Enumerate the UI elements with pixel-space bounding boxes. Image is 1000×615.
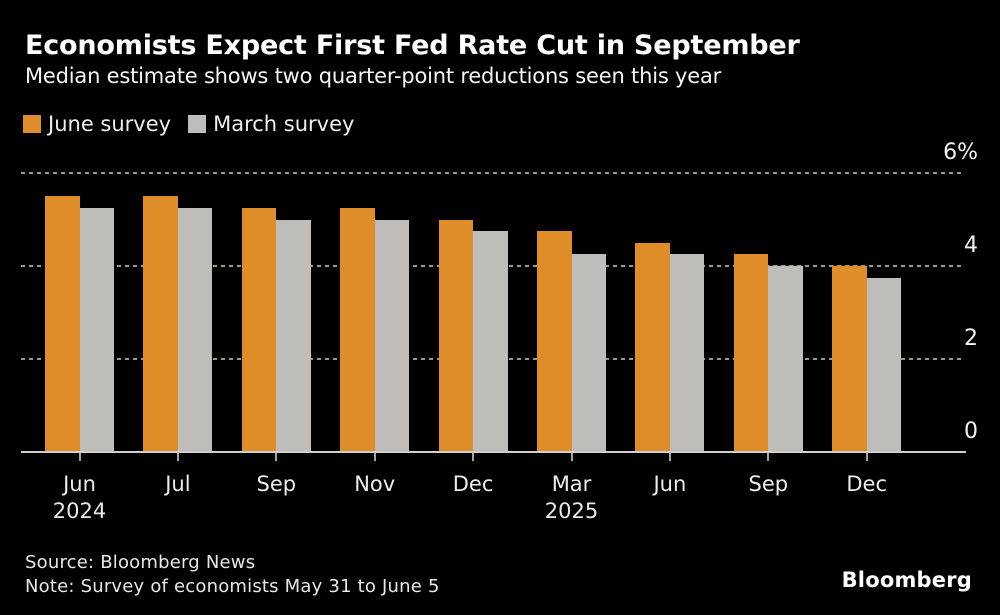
x-axis-tick-8 — [865, 452, 868, 461]
x-axis-tick-3 — [373, 452, 376, 461]
bar-june-survey-nov-3 — [340, 207, 375, 452]
x-axis-label-sep-2: Sep — [256, 472, 297, 496]
bar-june-survey-jun-0 — [45, 196, 80, 452]
x-axis-tick-7 — [767, 452, 770, 461]
x-axis-label-dec-8: Dec — [846, 472, 887, 496]
legend-swatch-june-icon — [23, 115, 41, 133]
x-axis-tick-5 — [570, 452, 573, 461]
legend: June survey March survey — [23, 112, 354, 136]
x-axis-label-mar-5: Mar — [551, 472, 592, 496]
y-axis-label-4: 4 — [964, 233, 978, 258]
x-axis-label-jun-6: Jun — [653, 472, 687, 496]
bar-march-survey-nov-3 — [374, 219, 410, 452]
x-axis-label-sep-7: Sep — [748, 472, 789, 496]
y-axis-label-2: 2 — [964, 326, 978, 351]
x-axis-label-jun-0: Jun — [63, 472, 96, 496]
y-axis-label-6: 6% — [943, 140, 978, 165]
x-axis-tick-4 — [472, 452, 475, 461]
source-text: Source: Bloomberg News — [25, 552, 256, 573]
note-text: Note: Survey of economists May 31 to Jun… — [25, 576, 440, 597]
bar-march-survey-jul-1 — [177, 207, 213, 452]
x-axis-tick-6 — [668, 452, 671, 461]
bar-march-survey-jun-0 — [79, 207, 114, 452]
bar-march-survey-dec-4 — [473, 231, 508, 452]
x-axis-tick-0 — [78, 452, 81, 461]
bar-march-survey-sep-2 — [276, 219, 311, 452]
chart-title: Economists Expect First Fed Rate Cut in … — [25, 30, 800, 61]
x-axis-year-label-2024: 2024 — [52, 499, 107, 523]
legend-item-june-survey: June survey — [23, 112, 171, 136]
x-axis-baseline — [21, 451, 966, 453]
x-axis-year-label-2025: 2025 — [544, 499, 599, 523]
bloomberg-logo: Bloomberg — [841, 568, 972, 592]
bar-march-survey-sep-7 — [768, 266, 803, 452]
chart-subtitle: Median estimate shows two quarter-point … — [25, 64, 722, 88]
legend-label-june: June survey — [48, 112, 172, 136]
bar-march-survey-jun-6 — [669, 254, 705, 452]
legend-swatch-march-icon — [188, 115, 207, 133]
bar-march-survey-mar-5 — [571, 254, 606, 452]
x-axis-label-dec-4: Dec — [452, 472, 494, 496]
bar-june-survey-jun-6 — [635, 242, 670, 452]
x-axis-label-jul-1: Jul — [165, 472, 191, 496]
legend-label-march: March survey — [213, 112, 355, 136]
bar-june-survey-sep-2 — [241, 207, 277, 452]
legend-item-march-survey: March survey — [188, 112, 354, 136]
gridline-6 — [21, 172, 964, 174]
bar-june-survey-dec-4 — [438, 219, 474, 452]
x-axis-label-nov-3: Nov — [354, 472, 396, 496]
bar-march-survey-dec-8 — [866, 277, 902, 452]
x-axis-tick-1 — [176, 452, 179, 461]
bar-june-survey-dec-8 — [832, 266, 867, 452]
y-axis-label-0: 0 — [964, 419, 978, 444]
x-axis-tick-2 — [275, 452, 278, 461]
bar-june-survey-jul-1 — [143, 196, 178, 452]
bar-june-survey-mar-5 — [537, 231, 572, 452]
bar-june-survey-sep-7 — [733, 254, 769, 452]
